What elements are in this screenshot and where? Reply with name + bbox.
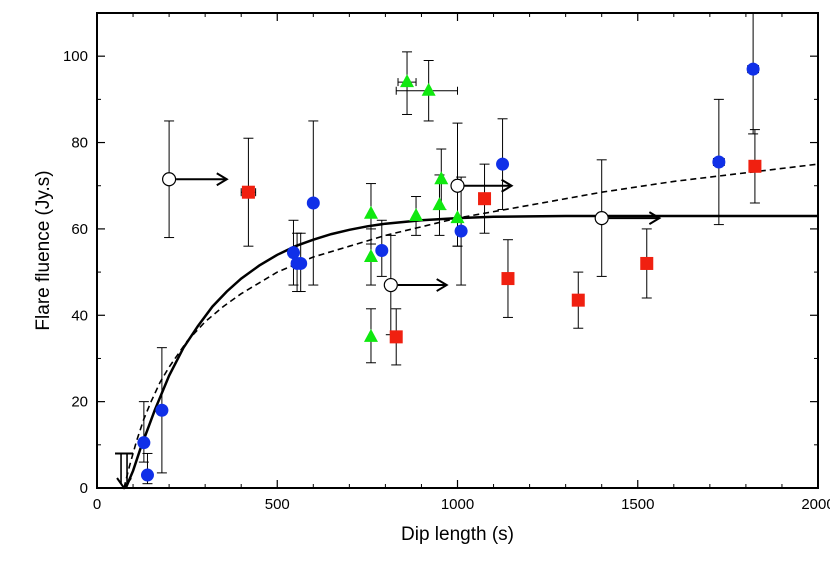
- blue-circle-point: [306, 196, 320, 210]
- blue-circle-point: [140, 468, 154, 482]
- solid-fit-curve: [124, 214, 818, 488]
- data-markers: [115, 62, 762, 490]
- green-triangle-point: [363, 248, 378, 262]
- y-axis-label: Flare fluence (Jy.s): [33, 170, 54, 330]
- green-triangle-point: [409, 207, 424, 221]
- green-triangle-point: [363, 205, 378, 219]
- open-circle-point: [594, 211, 609, 226]
- y-tick-label: 60: [71, 221, 88, 238]
- error-bars: [138, 12, 760, 485]
- dashed-fit-curve: [123, 163, 818, 488]
- green-triangle-point: [363, 328, 378, 342]
- x-tick-label: 1000: [441, 496, 474, 513]
- green-triangle-point: [434, 171, 449, 185]
- arrow-head: [648, 211, 662, 225]
- x-tick-label: 1500: [621, 496, 654, 513]
- plot-frame: [96, 12, 819, 489]
- green-triangle-point: [432, 197, 447, 211]
- red-square-point: [241, 185, 255, 199]
- green-triangle-point: [450, 210, 465, 224]
- y-tick-label: 40: [71, 307, 88, 324]
- red-square-point: [478, 192, 492, 206]
- red-square-point: [748, 159, 762, 173]
- red-square-point: [501, 272, 515, 286]
- y-tick-label: 20: [71, 394, 88, 411]
- arrow-head: [436, 278, 449, 292]
- x-tick-label: 0: [93, 496, 101, 513]
- fit-curves: [123, 163, 818, 488]
- blue-circle-point: [286, 246, 300, 260]
- open-circle-point: [383, 277, 398, 293]
- y-tick-label: 80: [71, 135, 88, 152]
- arrow-head: [216, 172, 229, 187]
- arrow-head: [501, 178, 514, 193]
- blue-circle-point: [137, 436, 151, 450]
- red-square-point: [571, 293, 585, 307]
- blue-circle-point: [294, 256, 308, 270]
- red-square-point: [640, 256, 654, 270]
- y-tick-label: 100: [63, 48, 88, 65]
- green-triangle-point: [400, 74, 415, 88]
- x-axis-label: Dip length (s): [401, 524, 514, 545]
- blue-circle-point: [746, 62, 760, 76]
- open-circle-point: [162, 172, 177, 187]
- blue-circle-point: [155, 403, 169, 417]
- blue-circle-point: [496, 157, 510, 171]
- x-tick-label: 500: [265, 496, 290, 513]
- green-triangle-point: [421, 82, 436, 96]
- blue-circle-point: [375, 244, 389, 257]
- red-square-point: [389, 330, 403, 344]
- y-tick-label: 0: [80, 480, 88, 497]
- blue-circle-point: [454, 224, 468, 238]
- blue-circle-point: [712, 155, 726, 169]
- open-circle-point: [450, 178, 465, 193]
